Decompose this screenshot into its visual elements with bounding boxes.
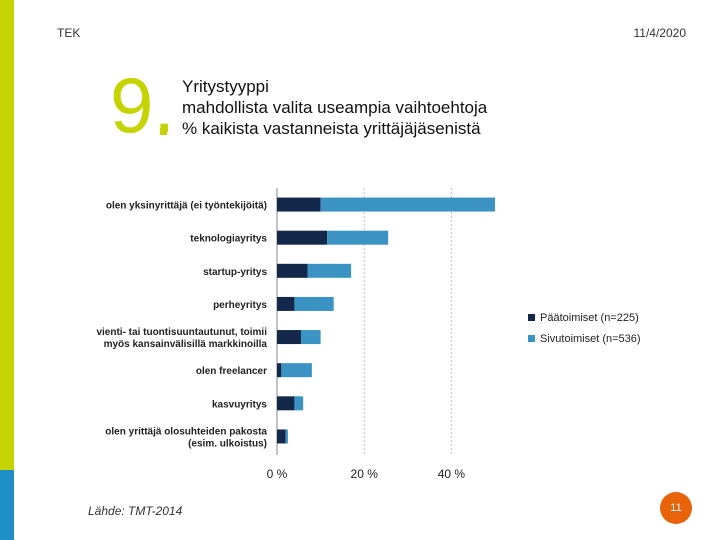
- category-label-4-1: myös kansainvälisillä markkinoilla: [104, 339, 268, 350]
- category-label-6: kasvuyritys: [212, 399, 267, 410]
- bar-paatoimiset-6: [277, 396, 295, 411]
- bar-sivutoimiset-5: [281, 363, 312, 378]
- legend-label-1: Sivutoimiset (n=536): [540, 333, 641, 345]
- bar-paatoimiset-1: [277, 230, 328, 245]
- x-tick-label-0: 0 %: [267, 467, 288, 481]
- bar-sivutoimiset-6: [294, 396, 304, 411]
- x-tick-label-1: 20 %: [351, 467, 379, 481]
- accent-bar-top: [0, 0, 14, 470]
- bar-sivutoimiset-1: [327, 230, 389, 245]
- bar-sivutoimiset-7: [285, 429, 288, 444]
- category-label-7-1: (esim. ulkoistus): [188, 438, 267, 449]
- bar-sivutoimiset-4: [300, 330, 321, 345]
- category-label-1: teknologiayritys: [190, 234, 267, 245]
- bar-paatoimiset-5: [277, 363, 282, 378]
- legend-swatch-1: [528, 335, 535, 342]
- bar-paatoimiset-4: [277, 330, 301, 345]
- x-tick-label-2: 40 %: [438, 467, 466, 481]
- org-label: TEK: [57, 26, 81, 40]
- category-label-0: olen yksinyrittäjä (ei työntekijöitä): [106, 201, 267, 212]
- bar-sivutoimiset-0: [320, 197, 495, 212]
- category-label-5: olen freelancer: [196, 366, 267, 377]
- title-line-2: mahdollista valita useampia vaihtoehtoja: [182, 98, 488, 117]
- category-label-4-0: vienti- tai tuontisuuntautunut, toimii: [96, 327, 267, 338]
- bullet-icon: [160, 128, 167, 135]
- title-line-1: Yritystyyppi: [182, 77, 269, 96]
- date-label: 11/4/2020: [633, 26, 687, 40]
- category-label-3: perheyritys: [213, 300, 267, 311]
- legend-swatch-0: [528, 314, 535, 321]
- bar-paatoimiset-0: [277, 197, 321, 212]
- bar-sivutoimiset-2: [307, 263, 352, 278]
- legend-label-0: Päätoimiset (n=225): [540, 312, 639, 324]
- title-line-3: % kaikista vastanneista yrittäjäjäsenist…: [182, 119, 481, 138]
- source-note: Lähde: TMT-2014: [88, 504, 183, 518]
- slide-title: Yritystyyppi mahdollista valita useampia…: [182, 76, 487, 139]
- bar-sivutoimiset-3: [294, 296, 334, 311]
- category-label-7-0: olen yrittäjä olosuhteiden pakosta: [105, 426, 267, 437]
- category-label-2: startup-yritys: [203, 267, 267, 278]
- bar-paatoimiset-2: [277, 263, 308, 278]
- bar-paatoimiset-7: [277, 429, 286, 444]
- accent-bar-bottom: [0, 470, 14, 540]
- page-number-badge: 11: [660, 492, 692, 524]
- bar-paatoimiset-3: [277, 296, 295, 311]
